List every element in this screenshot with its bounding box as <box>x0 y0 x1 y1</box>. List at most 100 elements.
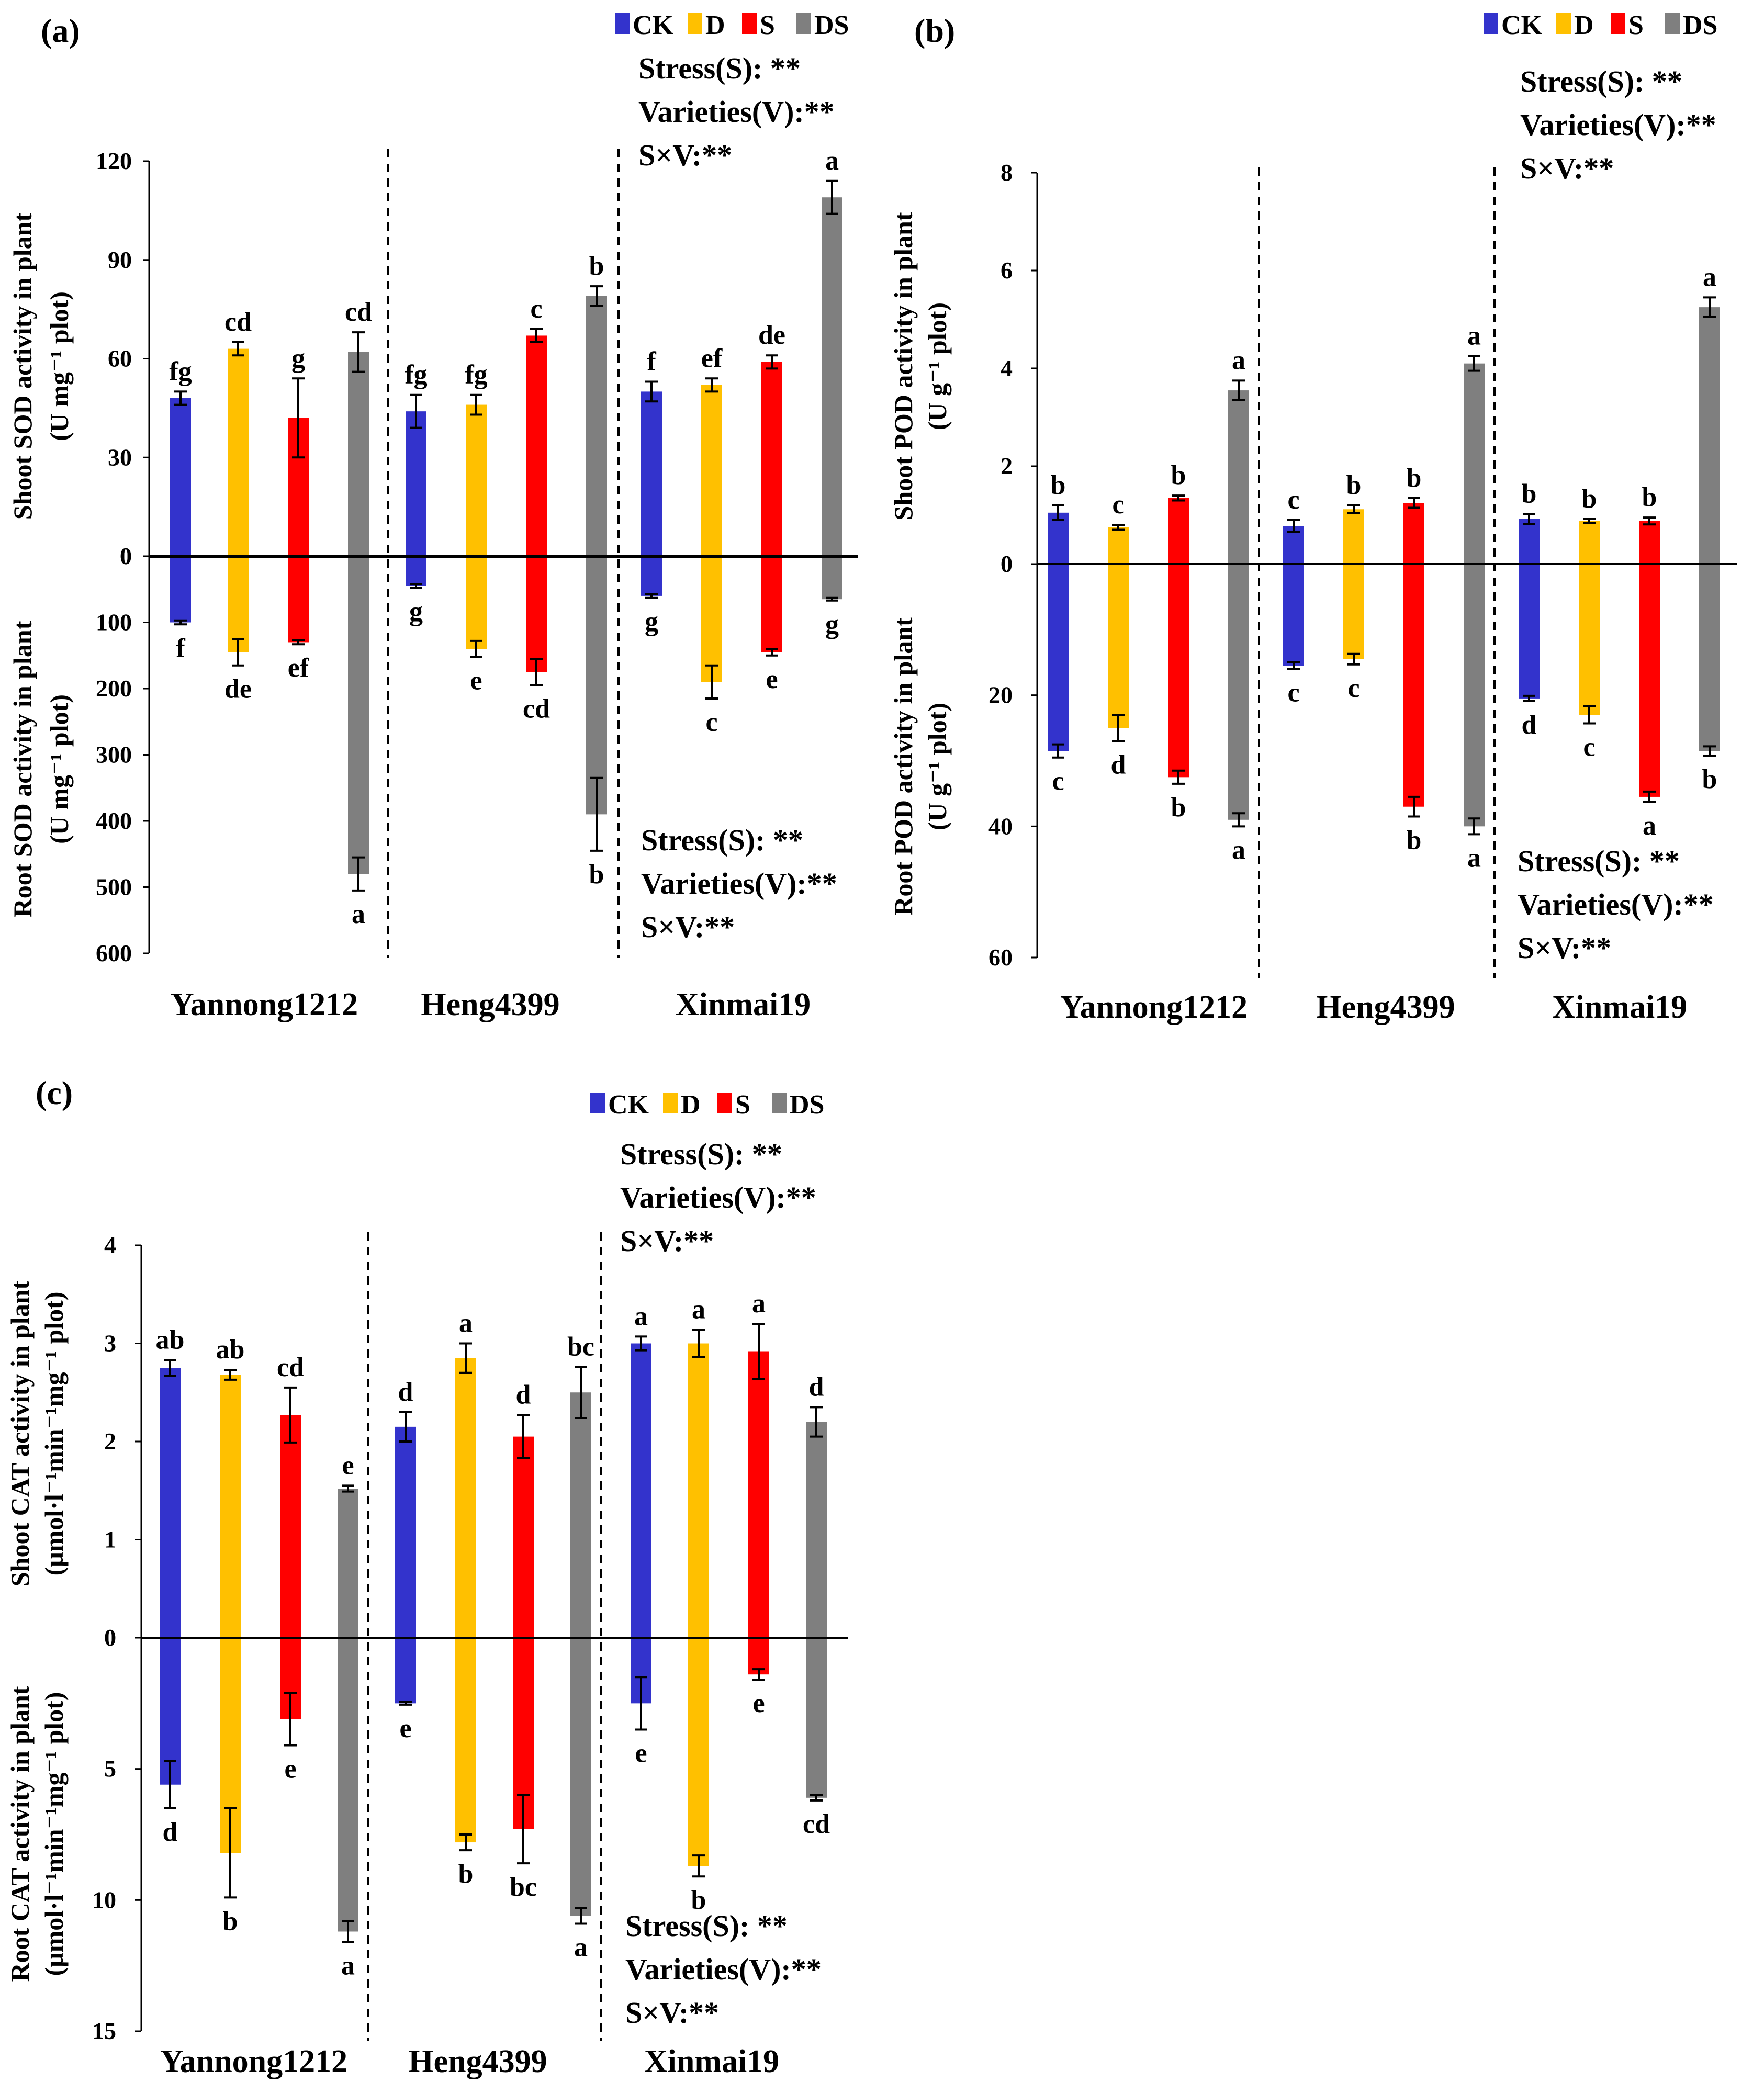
significance-letter-root: g <box>825 610 839 639</box>
significance-letter-shoot: e <box>342 1450 354 1480</box>
significance-letter-shoot: b <box>1346 470 1362 500</box>
legend-swatch-ds <box>796 13 811 34</box>
stats-bottom-line: Varieties(V):** <box>625 1952 822 1986</box>
y-tick-label-shoot: 2 <box>1001 453 1013 479</box>
stats-bottom-line: Varieties(V):** <box>641 866 837 900</box>
bar-shoot-ck <box>1519 519 1540 564</box>
significance-letter-root: b <box>589 860 604 890</box>
stats-top-line: Stress(S): ** <box>1520 64 1682 98</box>
bar-root-s <box>526 556 547 672</box>
significance-letter-shoot: f <box>647 347 656 377</box>
significance-letter-root: b <box>223 1906 238 1936</box>
y-axis-label-root: Root SOD activity in plant <box>8 621 37 917</box>
bar-root-ds <box>348 556 369 874</box>
bar-root-ck <box>641 556 662 596</box>
bar-shoot-ds <box>570 1392 591 1638</box>
legend-swatch-d <box>688 13 702 34</box>
legend-label-s: S <box>760 10 775 40</box>
stats-bottom-line: S×V:** <box>1518 931 1611 965</box>
category-label: Yannong1212 <box>1060 989 1248 1025</box>
category-label: Heng4399 <box>1316 989 1455 1025</box>
bar-root-ck <box>170 556 191 623</box>
significance-letter-root: a <box>341 1951 355 1981</box>
legend: CK D S DS <box>615 10 849 40</box>
bar-shoot-ds <box>806 1422 827 1638</box>
bar-root-s <box>288 556 309 643</box>
y-axis-label-shoot: Shoot SOD activity in plant <box>8 213 37 520</box>
y-tick-label-shoot: 2 <box>104 1428 116 1455</box>
category-label: Heng4399 <box>408 2044 547 2079</box>
significance-letter-root: e <box>470 666 482 695</box>
significance-letter-root: g <box>645 607 658 637</box>
bar-root-ck <box>395 1638 416 1704</box>
significance-letter-shoot: b <box>1582 484 1597 514</box>
legend-swatch-s <box>742 13 757 34</box>
bar-shoot-d <box>466 404 487 556</box>
significance-letter-shoot: b <box>589 251 604 281</box>
y-tick-label-shoot: 6 <box>1001 257 1013 284</box>
stats-top-line: S×V:** <box>638 138 732 172</box>
y-tick-label-shoot: 0 <box>104 1624 116 1651</box>
significance-letter-root: b <box>691 1885 706 1915</box>
bar-shoot-d <box>228 348 249 556</box>
bar-shoot-s <box>513 1436 534 1638</box>
legend-swatch-s <box>1611 13 1625 34</box>
bar-shoot-ck <box>395 1426 416 1638</box>
bar-shoot-d <box>220 1375 241 1638</box>
significance-letter-shoot: a <box>1703 262 1716 292</box>
significance-letter-shoot: cd <box>277 1353 304 1382</box>
bar-shoot-d <box>1579 521 1600 564</box>
significance-letter-root: de <box>224 674 252 704</box>
significance-letter-shoot: a <box>825 146 839 176</box>
y-tick-label-shoot: 120 <box>96 148 132 174</box>
y-axis-label-shoot: Shoot CAT activity in plant <box>5 1280 35 1586</box>
significance-letter-shoot: b <box>1171 460 1186 490</box>
bar-root-ds <box>1228 564 1249 820</box>
panel-label: (b) <box>914 12 955 49</box>
bar-root-ds <box>586 556 607 815</box>
significance-letter-root: f <box>176 633 185 663</box>
bar-shoot-d <box>1108 527 1129 564</box>
legend: CK D S DS <box>590 1090 824 1120</box>
y-tick-label-shoot: 4 <box>104 1232 116 1258</box>
y-tick-label-shoot: 30 <box>108 444 132 470</box>
bar-shoot-ds <box>1228 390 1249 564</box>
legend-swatch-ck <box>1484 13 1498 34</box>
significance-letter-root: a <box>1643 811 1656 841</box>
bar-shoot-s <box>526 335 547 556</box>
bar-shoot-ck <box>631 1343 651 1638</box>
y-axis-label-shoot: (μmol·l⁻¹min⁻¹mg⁻¹ plot) <box>39 1292 69 1576</box>
bar-root-s <box>1403 564 1424 807</box>
bar-root-d <box>688 1638 709 1866</box>
bar-shoot-ck <box>406 411 426 556</box>
bar-shoot-ck <box>1048 512 1069 564</box>
y-tick-label-root: 400 <box>96 807 132 834</box>
y-tick-label-shoot: 60 <box>108 345 132 372</box>
bar-root-ck <box>406 556 426 586</box>
bar-root-d <box>455 1638 476 1843</box>
significance-letter-shoot: a <box>752 1289 766 1319</box>
bar-shoot-s <box>748 1351 769 1638</box>
stats-top-line: Varieties(V):** <box>1520 108 1716 142</box>
significance-letter-shoot: fg <box>405 360 427 390</box>
significance-letter-shoot: b <box>1407 463 1422 493</box>
bar-shoot-s <box>280 1415 301 1638</box>
bar-shoot-s <box>1168 498 1189 564</box>
bar-root-ds <box>822 556 842 600</box>
significance-letter-shoot: cd <box>345 297 372 327</box>
y-tick-label-zero: 0 <box>104 1624 116 1651</box>
significance-letter-root: a <box>352 899 365 929</box>
significance-letter-root: e <box>399 1714 411 1743</box>
y-axis-label-shoot: Shoot POD activity in plant <box>889 212 918 520</box>
y-axis-label-root: (U g⁻¹ plot) <box>923 703 952 830</box>
stats-bottom-line: Stress(S): ** <box>641 823 803 857</box>
bar-root-d <box>701 556 722 682</box>
bar-shoot-d <box>455 1358 476 1638</box>
y-tick-label-shoot: 8 <box>1001 159 1013 186</box>
significance-letter-root: b <box>458 1859 474 1889</box>
legend-label-s: S <box>735 1090 750 1120</box>
legend-swatch-ck <box>615 13 630 34</box>
